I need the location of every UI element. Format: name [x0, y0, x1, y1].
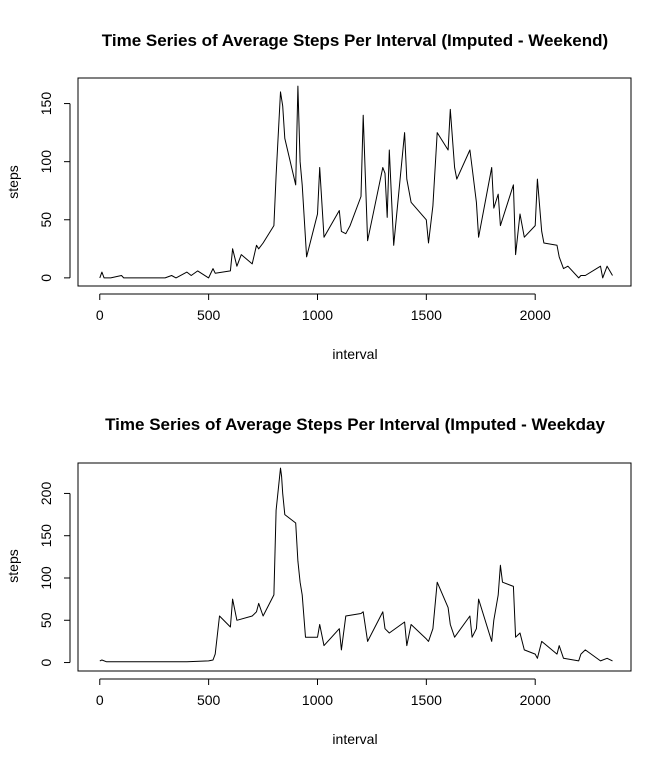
y-tick-label: 150 [38, 524, 54, 548]
x-tick-label: 1500 [411, 307, 442, 323]
chart-weekday-y-label: steps [5, 549, 21, 582]
chart-weekend-title: Time Series of Average Steps Per Interva… [102, 31, 608, 50]
y-tick-label: 200 [38, 482, 54, 506]
y-tick-label: 50 [38, 212, 54, 228]
chart-weekday-x-label: interval [332, 731, 377, 747]
chart-weekday-plot-frame [77, 462, 632, 672]
y-tick-label: 150 [38, 92, 54, 116]
chart-weekend: Time Series of Average Steps Per Interva… [5, 31, 632, 362]
chart-weekend-y-label: steps [5, 165, 21, 198]
chart-weekend-plot-frame [77, 77, 632, 287]
y-tick-label: 50 [38, 612, 54, 628]
x-tick-label: 500 [197, 307, 221, 323]
y-tick-label: 0 [38, 274, 54, 282]
x-tick-label: 0 [96, 307, 104, 323]
x-tick-label: 2000 [520, 307, 551, 323]
chart-weekday-series-line [99, 467, 613, 663]
chart-weekend-x-label: interval [332, 346, 377, 362]
chart-weekday-ticks: 0 500 1000 1500 2000 0 50 100 150 200 [38, 482, 551, 708]
x-tick-label: 0 [96, 692, 104, 708]
x-tick-label: 1000 [302, 307, 333, 323]
chart-weekend-ticks: 0 500 1000 1500 2000 0 50 100 150 [38, 92, 551, 323]
chart-weekend-series-line [99, 85, 613, 279]
x-tick-label: 1500 [411, 692, 442, 708]
x-tick-label: 500 [197, 692, 221, 708]
y-tick-label: 100 [38, 566, 54, 590]
chart-weekday-title: Time Series of Average Steps Per Interva… [105, 415, 605, 434]
x-tick-label: 2000 [520, 692, 551, 708]
chart-weekday: Time Series of Average Steps Per Interva… [5, 415, 632, 747]
y-tick-label: 100 [38, 150, 54, 174]
y-tick-label: 0 [38, 658, 54, 666]
x-tick-label: 1000 [302, 692, 333, 708]
